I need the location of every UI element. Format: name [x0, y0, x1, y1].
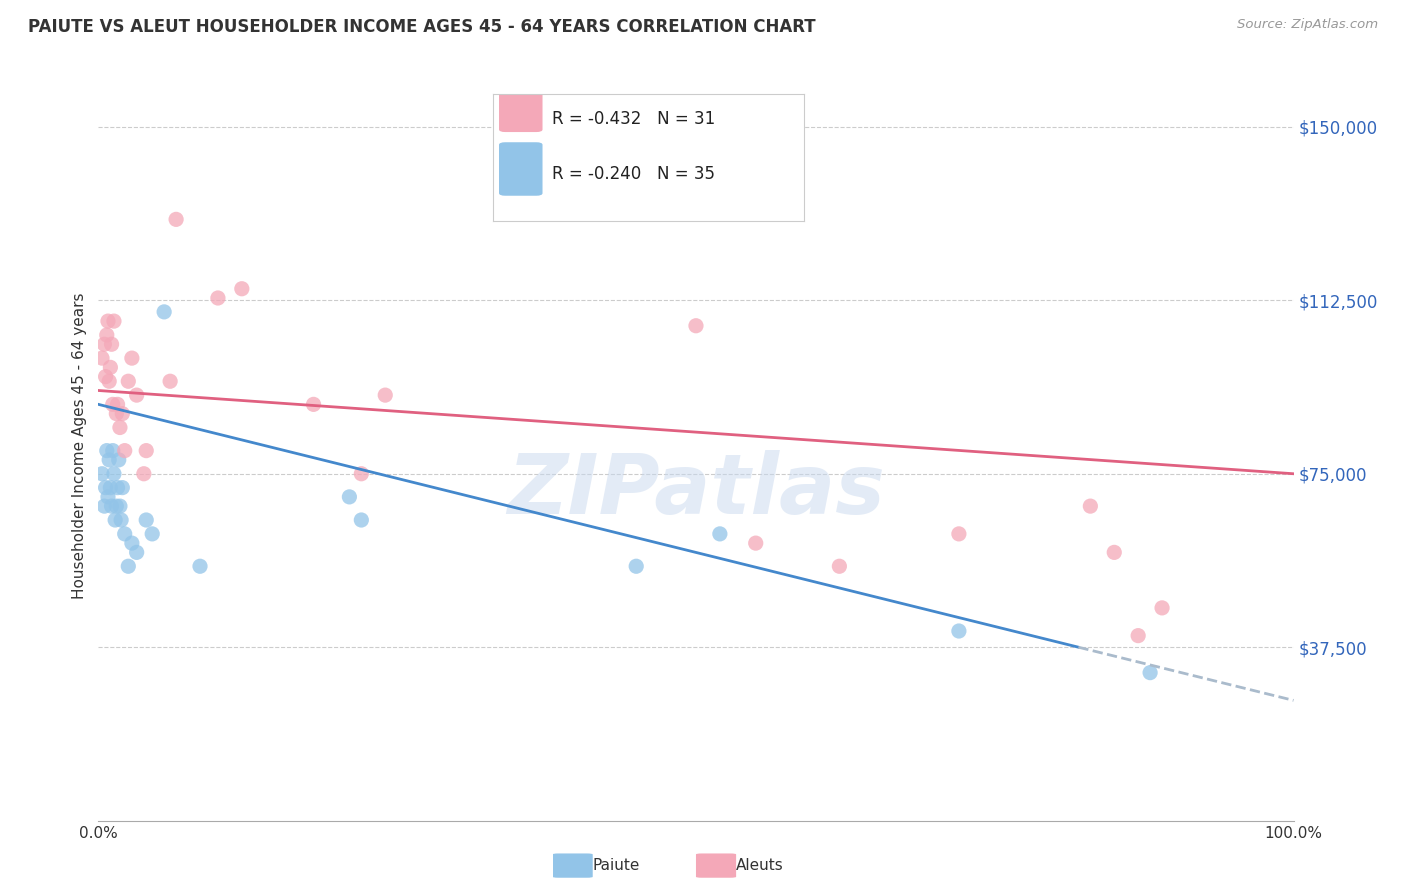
- Point: [108, 499, 131, 513]
- Point: [135, 513, 157, 527]
- Point: [374, 388, 396, 402]
- Y-axis label: Householder Income Ages 45 - 64 years: Householder Income Ages 45 - 64 years: [72, 293, 87, 599]
- Point: [745, 536, 768, 550]
- Point: [98, 481, 122, 495]
- Point: [231, 282, 253, 296]
- Text: PAIUTE VS ALEUT HOUSEHOLDER INCOME AGES 45 - 64 YEARS CORRELATION CHART: PAIUTE VS ALEUT HOUSEHOLDER INCOME AGES …: [28, 18, 815, 36]
- Point: [141, 527, 163, 541]
- Point: [93, 337, 115, 351]
- Point: [91, 351, 114, 365]
- Point: [350, 467, 373, 481]
- Point: [105, 499, 128, 513]
- Point: [1128, 629, 1150, 643]
- Point: [107, 481, 129, 495]
- Point: [103, 314, 125, 328]
- Point: [100, 337, 122, 351]
- Text: ZIPatlas: ZIPatlas: [508, 450, 884, 532]
- Point: [103, 467, 125, 481]
- Point: [117, 374, 139, 388]
- Point: [1104, 545, 1126, 559]
- Point: [98, 453, 121, 467]
- Point: [159, 374, 181, 388]
- Point: [135, 443, 157, 458]
- Point: [948, 527, 970, 541]
- Point: [125, 388, 148, 402]
- Point: [107, 397, 129, 411]
- Point: [104, 513, 127, 527]
- Point: [110, 513, 132, 527]
- Point: [105, 407, 128, 421]
- Point: [97, 490, 120, 504]
- Point: [114, 527, 136, 541]
- Point: [121, 536, 143, 550]
- Point: [207, 291, 229, 305]
- Point: [94, 369, 117, 384]
- Point: [685, 318, 707, 333]
- Point: [98, 360, 122, 375]
- Point: [132, 467, 155, 481]
- Point: [121, 351, 143, 365]
- Point: [339, 490, 361, 504]
- Text: Source: ZipAtlas.com: Source: ZipAtlas.com: [1237, 18, 1378, 31]
- Point: [96, 328, 118, 343]
- Point: [709, 527, 731, 541]
- Point: [96, 443, 118, 458]
- Point: [100, 499, 122, 513]
- Point: [1152, 600, 1174, 615]
- Point: [948, 624, 970, 638]
- Point: [101, 443, 124, 458]
- Point: [1080, 499, 1102, 513]
- Point: [91, 467, 114, 481]
- Point: [626, 559, 648, 574]
- Point: [111, 407, 134, 421]
- Point: [1139, 665, 1161, 680]
- Point: [114, 443, 136, 458]
- Point: [93, 499, 115, 513]
- Point: [188, 559, 211, 574]
- Point: [117, 559, 139, 574]
- Point: [125, 545, 148, 559]
- Point: [165, 212, 187, 227]
- Point: [350, 513, 373, 527]
- Point: [107, 453, 129, 467]
- Point: [101, 397, 124, 411]
- Point: [153, 305, 176, 319]
- Point: [828, 559, 851, 574]
- Point: [302, 397, 325, 411]
- Point: [111, 481, 134, 495]
- Point: [98, 374, 121, 388]
- Point: [94, 481, 117, 495]
- Point: [97, 314, 120, 328]
- Point: [108, 420, 131, 434]
